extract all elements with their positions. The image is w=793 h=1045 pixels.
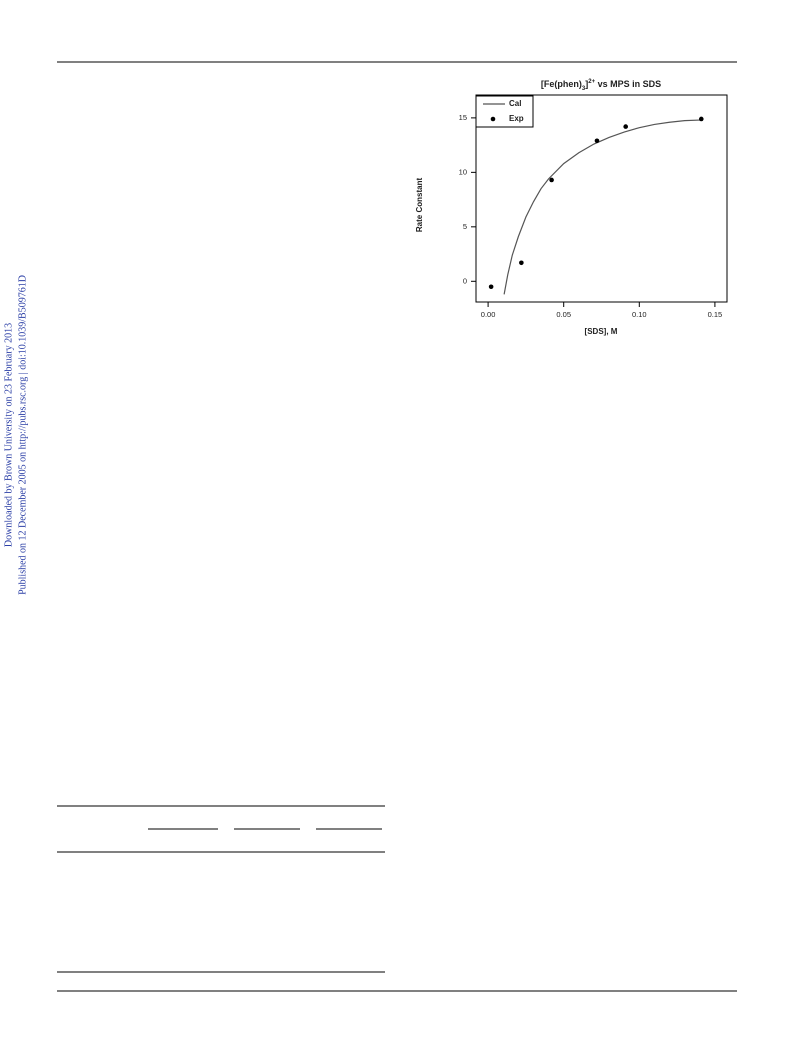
data-point [488,284,494,290]
y-tick-label: 0 [463,276,467,285]
data-point [594,138,600,144]
legend-label: Cal [509,99,521,108]
title-part: vs MPS in SDS [595,79,661,89]
x-tick-label: 0.05 [556,310,571,319]
fit-line [503,119,700,295]
side-note: Published on 12 December 2005 on http://… [17,275,28,595]
data-point [623,124,628,129]
x-axis-label: [SDS], M [585,327,618,336]
data-point [519,260,524,266]
data-point [549,177,554,183]
legend-box [475,95,534,128]
title-part: ] [585,79,588,89]
chart-title: [Fe(phen)3]2+ vs MPS in SDS [541,79,661,92]
y-tick-label: 15 [459,113,467,122]
title-part: 3 [582,86,586,92]
chart: [Fe(phen)3]2+ vs MPS in SDS [SDS], M Rat… [415,79,728,336]
title-part: [Fe(phen) [541,79,582,89]
y-tick-label: 5 [463,222,467,231]
data-point [698,116,704,122]
x-tick-label: 0.00 [481,310,496,319]
x-tick-label: 0.15 [708,310,723,319]
y-tick-label: 10 [459,167,467,176]
legend-label: Exp [509,114,524,123]
y-axis-label: Rate Constant [415,178,424,233]
x-tick-label: 0.10 [632,310,647,319]
plot-frame [475,94,728,303]
side-note: Downloaded by Brown University on 23 Feb… [3,323,14,547]
legend-swatch [490,116,496,122]
title-part: 2+ [588,79,595,85]
